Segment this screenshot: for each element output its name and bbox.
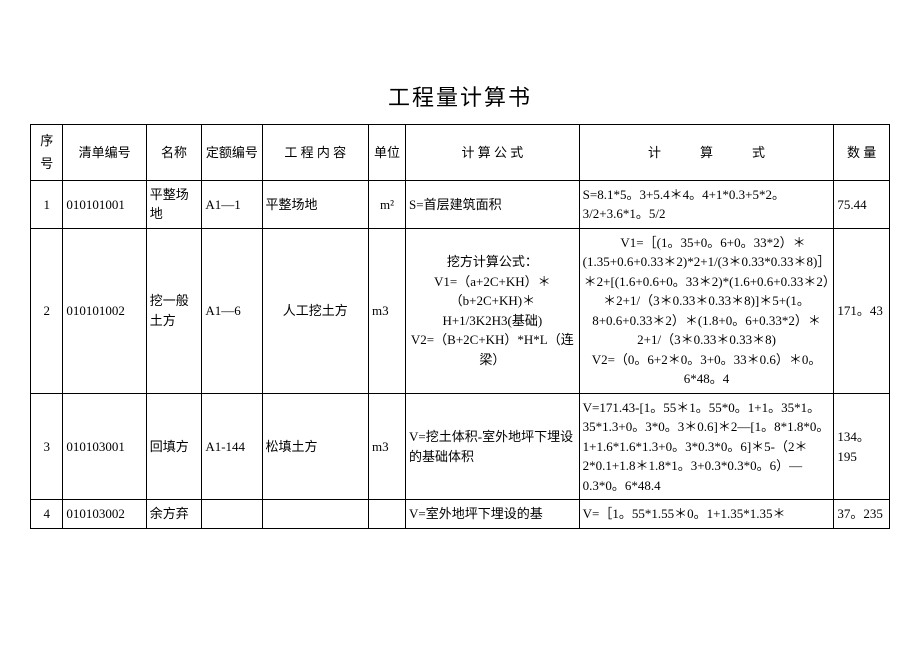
cell-qty: 75.44 [834, 180, 890, 228]
cell-calc: V=171.43-[1。55＊1。55*0。1+1。35*1。35*1.3+0。… [579, 393, 834, 500]
table-row: 3 010103001 回填方 A1-144 松填土方 m3 V=挖土体积-室外… [31, 393, 890, 500]
cell-name: 余方弃 [146, 500, 202, 529]
cell-quota: A1-144 [202, 393, 262, 500]
cell-seq: 2 [31, 228, 63, 393]
header-qty: 数 量 [834, 125, 890, 181]
table-row: 1 010101001 平整场地 A1—1 平整场地 m² S=首层建筑面积 S… [31, 180, 890, 228]
page-title: 工程量计算书 [30, 80, 890, 112]
cell-quota: A1—6 [202, 228, 262, 393]
header-calc: 计 算 式 [579, 125, 834, 181]
cell-unit: m3 [369, 228, 406, 393]
cell-formula: V=室外地坪下埋设的基 [406, 500, 580, 529]
cell-code: 010101001 [63, 180, 146, 228]
cell-qty: 37。235 [834, 500, 890, 529]
cell-unit [369, 500, 406, 529]
cell-formula: S=首层建筑面积 [406, 180, 580, 228]
cell-code: 010103002 [63, 500, 146, 529]
cell-quota [202, 500, 262, 529]
header-row: 序号 清单编号 名称 定额编号 工 程 内 容 单位 计 算 公 式 计 算 式… [31, 125, 890, 181]
quantity-table: 序号 清单编号 名称 定额编号 工 程 内 容 单位 计 算 公 式 计 算 式… [30, 124, 890, 529]
cell-formula: 挖方计算公式：V1=（a+2C+KH）＊（b+2C+KH)＊H+1/3K2H3(… [406, 228, 580, 393]
cell-content: 平整场地 [262, 180, 369, 228]
header-code: 清单编号 [63, 125, 146, 181]
cell-formula: V=挖土体积-室外地坪下埋设的基础体积 [406, 393, 580, 500]
cell-quota: A1—1 [202, 180, 262, 228]
cell-content [262, 500, 369, 529]
table-row: 2 010101002 挖一般土方 A1—6 人工挖土方 m3 挖方计算公式：V… [31, 228, 890, 393]
header-quota: 定额编号 [202, 125, 262, 181]
header-formula: 计 算 公 式 [406, 125, 580, 181]
header-content: 工 程 内 容 [262, 125, 369, 181]
cell-calc: V=［1。55*1.55＊0。1+1.35*1.35＊ [579, 500, 834, 529]
cell-unit: m² [369, 180, 406, 228]
cell-qty: 134。195 [834, 393, 890, 500]
cell-code: 010103001 [63, 393, 146, 500]
cell-content: 人工挖土方 [262, 228, 369, 393]
cell-qty: 171。43 [834, 228, 890, 393]
cell-seq: 1 [31, 180, 63, 228]
cell-calc: V1=［(1。35+0。6+0。33*2）＊(1.35+0.6+0.33＊2)*… [579, 228, 834, 393]
header-name: 名称 [146, 125, 202, 181]
header-unit: 单位 [369, 125, 406, 181]
cell-seq: 3 [31, 393, 63, 500]
cell-seq: 4 [31, 500, 63, 529]
cell-name: 挖一般土方 [146, 228, 202, 393]
cell-name: 平整场地 [146, 180, 202, 228]
cell-content: 松填土方 [262, 393, 369, 500]
header-seq: 序号 [31, 125, 63, 181]
cell-calc: S=8.1*5。3+5.4＊4。4+1*0.3+5*2。3/2+3.6*1。5/… [579, 180, 834, 228]
cell-unit: m3 [369, 393, 406, 500]
cell-code: 010101002 [63, 228, 146, 393]
cell-name: 回填方 [146, 393, 202, 500]
table-row: 4 010103002 余方弃 V=室外地坪下埋设的基 V=［1。55*1.55… [31, 500, 890, 529]
